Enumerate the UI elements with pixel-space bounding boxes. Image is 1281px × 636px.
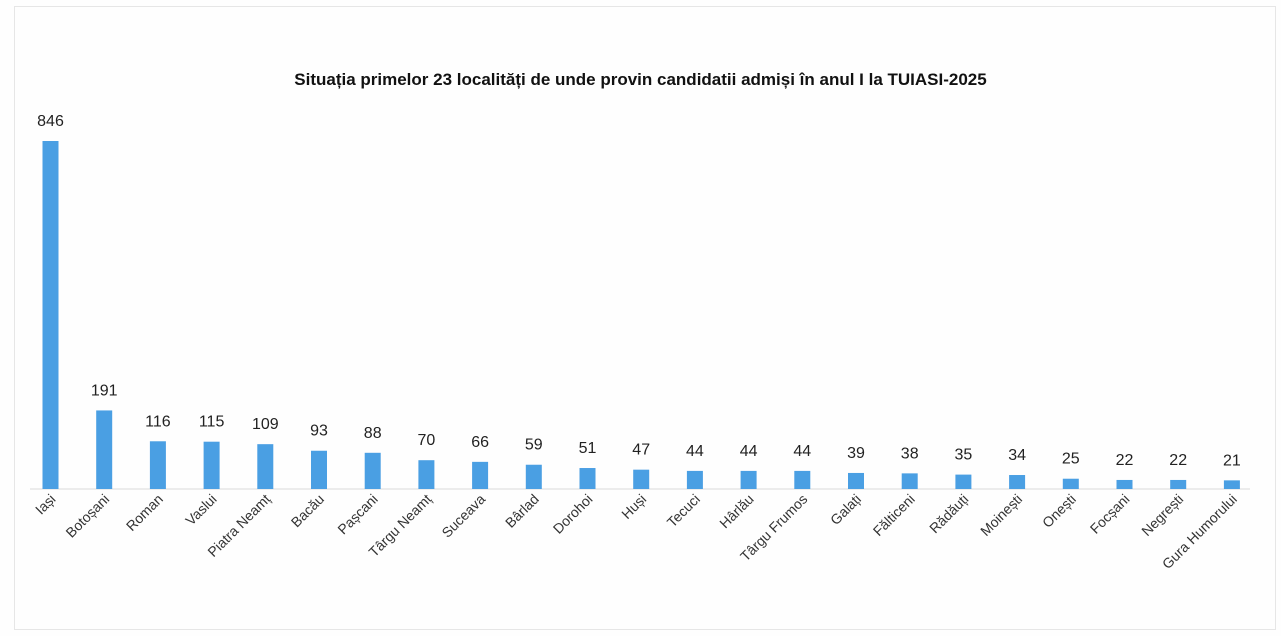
category-label: Dorohoi	[550, 491, 596, 537]
bar-value-label: 44	[740, 443, 758, 460]
category-label: Suceava	[438, 491, 488, 541]
bar	[633, 469, 650, 489]
category-label: Roman	[123, 491, 166, 534]
bar	[472, 461, 489, 489]
bar-value-label: 51	[579, 440, 597, 457]
bar-value-label: 59	[525, 437, 543, 454]
bar-value-label: 34	[1008, 447, 1026, 464]
bar	[740, 470, 757, 489]
bar	[525, 464, 542, 489]
bar	[686, 470, 703, 489]
bar	[955, 474, 972, 489]
category-label: Vaslui	[182, 491, 220, 529]
bar-value-label: 39	[847, 445, 865, 462]
bar-value-label: 66	[471, 434, 489, 451]
category-label: Rădăuți	[926, 491, 971, 536]
category-label: Bacău	[288, 491, 327, 530]
bar	[257, 444, 274, 489]
category-label: Botoșani	[62, 491, 112, 541]
bar-value-label: 47	[632, 442, 650, 459]
bar-value-label: 70	[418, 432, 436, 449]
bar-value-label: 21	[1223, 452, 1241, 469]
bar	[1170, 479, 1187, 489]
bar-value-label: 115	[199, 414, 225, 431]
category-label: Fălticeni	[870, 491, 918, 539]
category-label: Galați	[827, 491, 864, 528]
bar-value-label: 846	[37, 113, 64, 130]
category-label: Bârlad	[502, 491, 542, 531]
bar	[794, 470, 811, 489]
bar-value-label: 93	[310, 423, 328, 440]
category-label: Moinești	[977, 491, 1025, 539]
bar	[203, 441, 220, 489]
bar	[848, 472, 864, 489]
bar	[96, 410, 113, 489]
chart-title: Situația primelor 23 localități de unde …	[294, 70, 987, 89]
category-label: Onești	[1039, 491, 1079, 531]
bar-value-label: 25	[1062, 451, 1080, 468]
bar	[42, 141, 59, 489]
bar	[579, 468, 596, 489]
bar	[1009, 475, 1026, 489]
bar-value-label: 22	[1169, 452, 1187, 469]
bar-value-label: 35	[955, 447, 973, 464]
category-label: Hârlău	[716, 491, 756, 531]
category-label: Iași	[32, 491, 59, 518]
bar-value-label: 44	[793, 443, 811, 460]
bar-value-label: 88	[364, 425, 382, 442]
bar	[364, 452, 381, 489]
bar-value-label: 38	[901, 445, 919, 462]
bar-value-label: 44	[686, 443, 704, 460]
bar	[1116, 479, 1133, 489]
bar	[149, 441, 166, 489]
bar-value-label: 22	[1116, 452, 1134, 469]
category-label: Pașcani	[334, 491, 381, 538]
bar	[1223, 480, 1240, 489]
bar-value-label: 191	[91, 382, 118, 399]
bar	[901, 473, 918, 489]
category-label: Huși	[618, 491, 649, 522]
bar-value-label: 109	[252, 416, 279, 433]
chart-frame	[14, 6, 1276, 630]
category-label: Negrești	[1138, 491, 1186, 539]
bar	[311, 450, 327, 489]
bar	[418, 460, 435, 489]
bar	[1062, 478, 1079, 489]
category-label: Tecuci	[664, 491, 703, 530]
category-label: Focșani	[1087, 491, 1133, 537]
bar-value-label: 116	[145, 413, 171, 430]
